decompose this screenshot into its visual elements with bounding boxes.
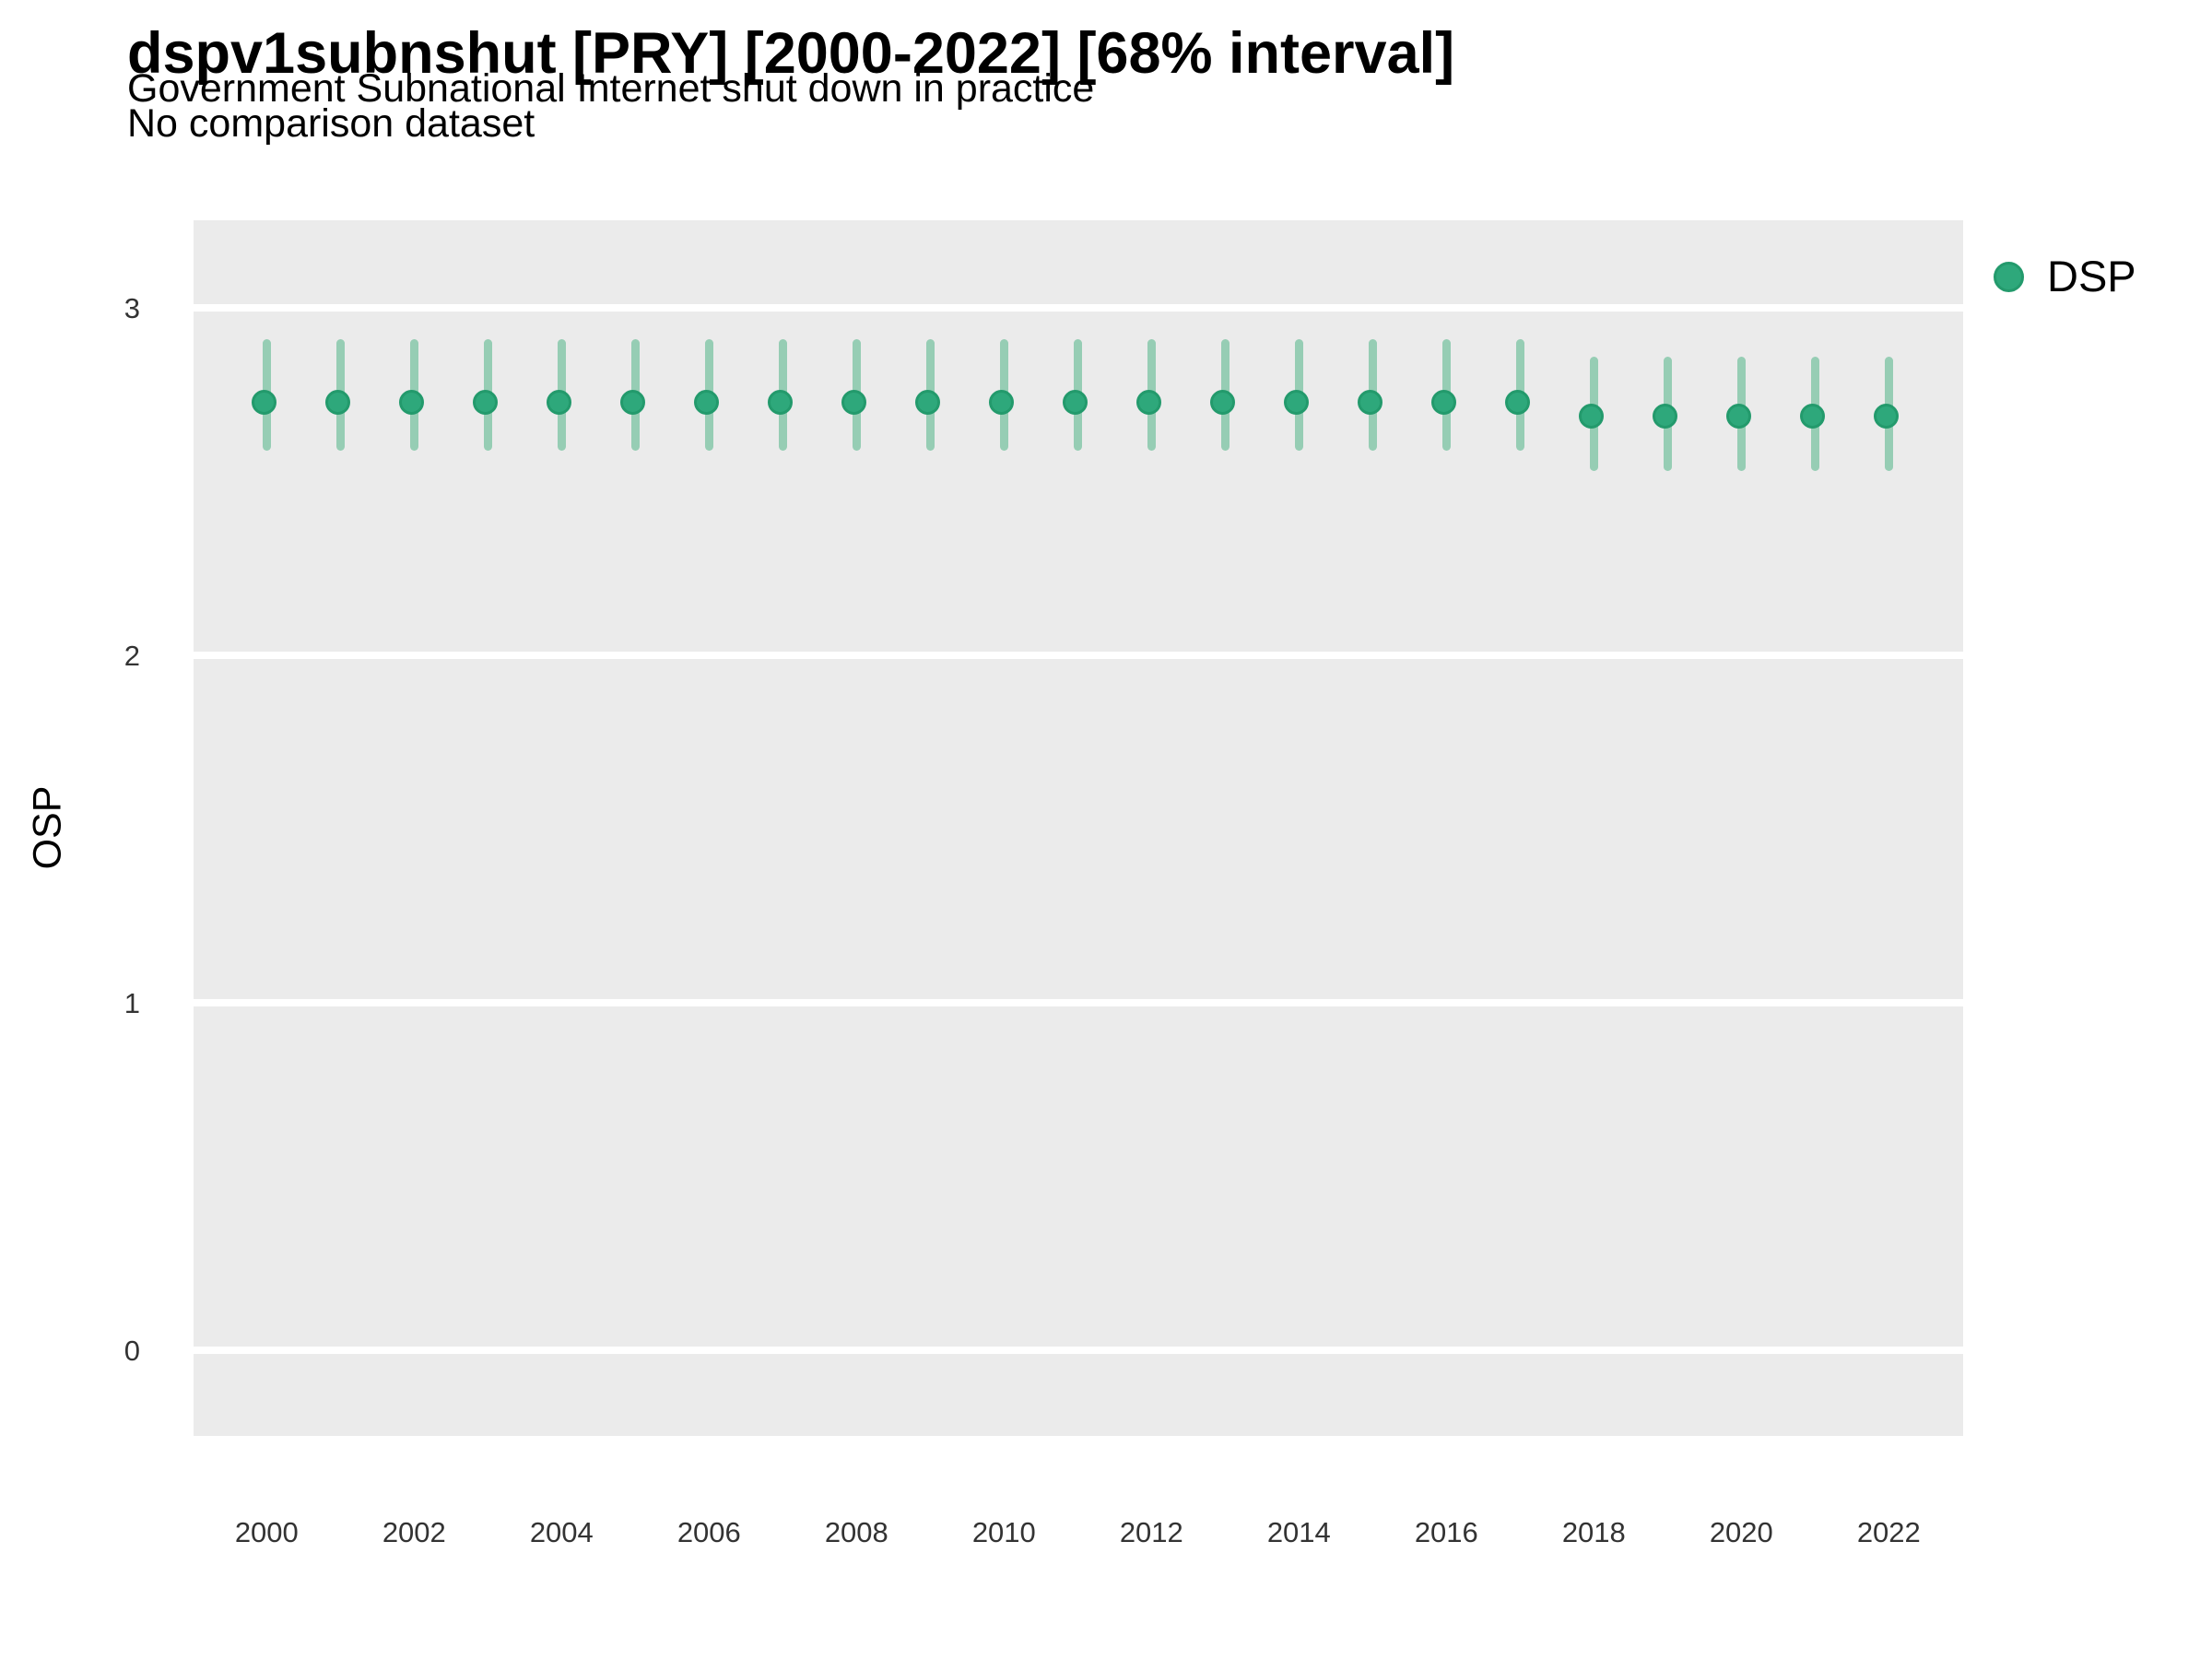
point-marker-2016 [1430,390,1456,416]
gridline-y-3 [194,304,1963,312]
point-marker-2008 [841,390,866,416]
legend-dot-icon [1994,261,2024,292]
x-tick-label-2016: 2016 [1414,1516,1478,1548]
legend: DSP [1994,251,2136,302]
legend-label: DSP [2047,252,2136,300]
y-axis-title: OSP [25,785,70,870]
gridline-y-1 [194,999,1963,1006]
chart-subtitle: Government Subnational Internet shut dow… [127,66,1095,111]
point-marker-2006 [693,390,719,416]
y-tick-label-3: 3 [124,292,140,324]
plot-panel [194,220,1963,1436]
point-marker-2013 [1209,390,1235,416]
y-tick-label-0: 0 [124,1335,140,1367]
x-tick-label-2014: 2014 [1266,1516,1331,1548]
gridline-y-2 [194,652,1963,659]
point-marker-2021 [1799,404,1825,429]
x-tick-label-2020: 2020 [1709,1516,1773,1548]
x-tick-label-2008: 2008 [824,1516,888,1548]
chart-note: No comparison dataset [127,101,535,146]
point-marker-2018 [1578,404,1604,429]
point-marker-2000 [251,390,276,416]
y-tick-label-2: 2 [124,640,140,672]
point-marker-2011 [1062,390,1088,416]
point-marker-2019 [1652,404,1677,429]
x-tick-label-2012: 2012 [1119,1516,1183,1548]
point-marker-2007 [767,390,793,416]
gridline-y-0 [194,1347,1963,1354]
point-marker-2009 [914,390,940,416]
point-marker-2022 [1873,404,1899,429]
point-marker-2020 [1725,404,1751,429]
y-tick-label-1: 1 [124,987,140,1019]
x-tick-label-2022: 2022 [1856,1516,1921,1548]
x-tick-label-2010: 2010 [971,1516,1036,1548]
point-marker-2002 [398,390,424,416]
point-marker-2004 [546,390,571,416]
point-marker-2012 [1135,390,1161,416]
x-tick-label-2004: 2004 [529,1516,594,1548]
point-marker-2014 [1283,390,1309,416]
point-marker-2005 [619,390,645,416]
x-tick-label-2018: 2018 [1561,1516,1626,1548]
x-tick-label-2000: 2000 [234,1516,299,1548]
point-marker-2015 [1357,390,1382,416]
x-tick-label-2002: 2002 [382,1516,446,1548]
point-marker-2001 [324,390,350,416]
point-marker-2017 [1504,390,1530,416]
point-marker-2003 [472,390,498,416]
point-marker-2010 [988,390,1014,416]
x-tick-label-2006: 2006 [677,1516,741,1548]
chart-title: dspv1subnshut [PRY] [2000-2022] [68% int… [127,21,1455,86]
